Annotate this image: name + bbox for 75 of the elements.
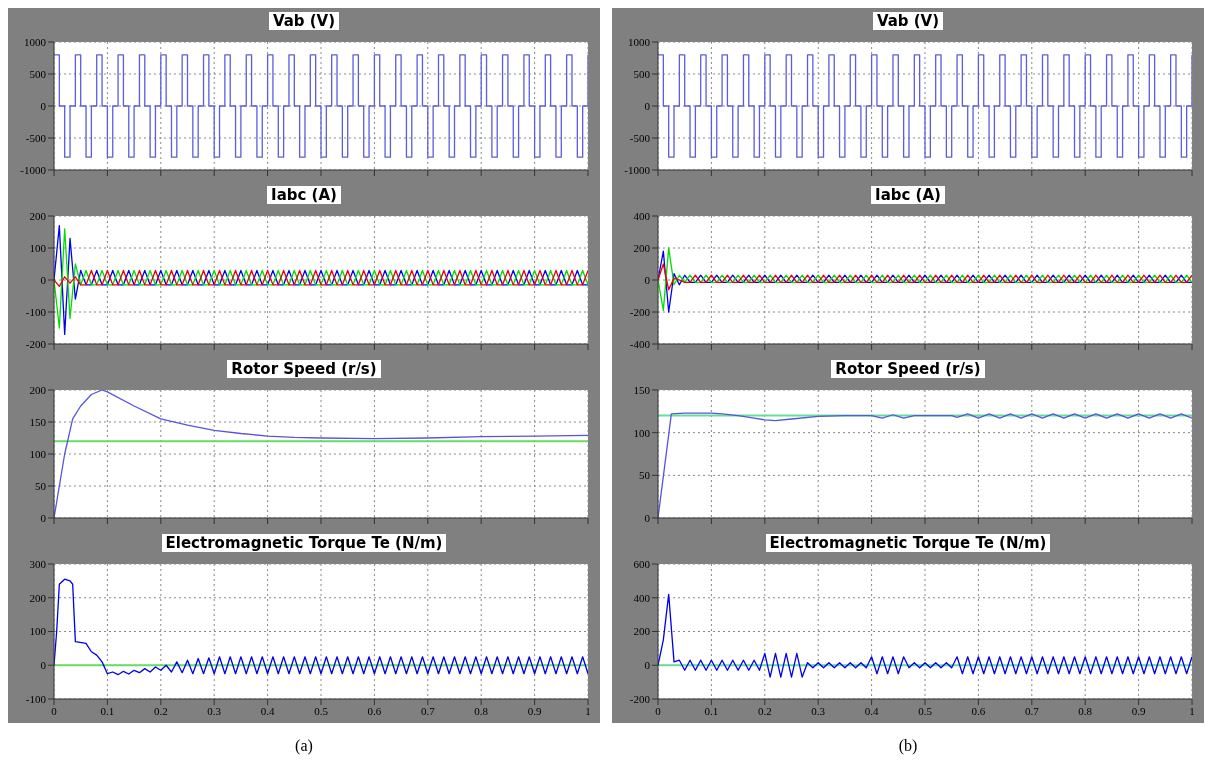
- x-tick-label: 0.9: [1131, 704, 1146, 717]
- text: (a): [8, 723, 600, 763]
- y-tick-label: 300: [29, 557, 47, 570]
- y-tick-label: 500: [29, 67, 47, 80]
- y-tick-label: 150: [633, 383, 651, 396]
- y-tick-label: -100: [25, 692, 47, 705]
- y-tick-label: 100: [633, 426, 651, 439]
- y-tick-label: -100: [25, 305, 47, 318]
- y-tick-label: -200: [25, 337, 47, 350]
- y-tick-label: 200: [29, 591, 47, 604]
- chart-title: Rotor Speed (r/s): [227, 360, 381, 378]
- x-tick-label: 0: [51, 704, 58, 717]
- y-tick-label: 0: [40, 511, 47, 524]
- y-tick-label: 1000: [628, 35, 651, 48]
- y-tick-label: 500: [633, 67, 651, 80]
- x-tick-label: 0.7: [1024, 704, 1040, 717]
- y-tick-label: -1000: [20, 163, 47, 176]
- y-tick-label: 0: [644, 511, 651, 524]
- y-tick-label: 200: [29, 209, 47, 222]
- y-tick-label: 150: [29, 415, 47, 428]
- y-tick-label: 0: [644, 273, 651, 286]
- x-tick-label: 0.5: [918, 704, 933, 717]
- chart-title: Rotor Speed (r/s): [831, 360, 985, 378]
- x-tick-label: 0.6: [971, 704, 986, 717]
- y-tick-label: -200: [629, 692, 651, 705]
- x-tick-label: 0.5: [314, 704, 329, 717]
- x-tick-label: 0.4: [260, 704, 275, 717]
- x-tick-label: 0.1: [100, 704, 115, 717]
- y-tick-label: 1000: [24, 35, 47, 48]
- line-series: [658, 593, 1192, 678]
- y-tick-label: 0: [40, 99, 47, 112]
- y-tick-label: 0: [644, 659, 651, 672]
- x-tick-label: 0.2: [153, 704, 168, 717]
- x-tick-label: 0: [655, 704, 662, 717]
- y-tick-label: 100: [29, 241, 47, 254]
- chart-title: Electromagnetic Torque Te (N/m): [765, 534, 1051, 552]
- chart-title: Vab (V): [872, 12, 944, 30]
- y-tick-label: 200: [633, 625, 651, 638]
- line-series: [658, 263, 1192, 291]
- x-tick-label: 0.3: [811, 704, 826, 717]
- x-tick-label: 0.8: [1078, 704, 1093, 717]
- y-tick-label: 0: [644, 99, 651, 112]
- x-tick-label: 0.4: [864, 704, 879, 717]
- chart-title: Vab (V): [268, 12, 340, 30]
- y-tick-label: -500: [25, 131, 47, 144]
- y-tick-label: 50: [35, 479, 47, 492]
- y-tick-label: 100: [29, 625, 47, 638]
- line-series: [54, 269, 588, 288]
- y-tick-label: 100: [29, 447, 47, 460]
- x-tick-label: 0.1: [704, 704, 719, 717]
- x-tick-label: 0.8: [474, 704, 489, 717]
- y-tick-label: 200: [633, 241, 651, 254]
- y-tick-label: 50: [639, 469, 651, 482]
- x-tick-label: 0.2: [757, 704, 772, 717]
- y-tick-label: -500: [629, 131, 651, 144]
- chart-title: Iabc (A): [871, 186, 945, 204]
- chart-title: Iabc (A): [267, 186, 341, 204]
- y-tick-label: 0: [40, 659, 47, 672]
- y-tick-label: 400: [633, 591, 651, 604]
- x-tick-label: 0.9: [527, 704, 542, 717]
- y-tick-label: 0: [40, 273, 47, 286]
- x-tick-label: 0.3: [207, 704, 222, 717]
- y-tick-label: 200: [29, 383, 47, 396]
- x-tick-label: 1: [1189, 704, 1195, 717]
- chart-title: Electromagnetic Torque Te (N/m): [161, 534, 447, 552]
- x-tick-label: 0.6: [367, 704, 382, 717]
- line-series: [54, 578, 588, 676]
- y-tick-label: 600: [633, 557, 651, 570]
- y-tick-label: -1000: [624, 163, 651, 176]
- x-tick-label: 0.7: [420, 704, 436, 717]
- x-tick-label: 1: [585, 704, 591, 717]
- text: (b): [612, 723, 1204, 763]
- y-tick-label: -200: [629, 305, 651, 318]
- y-tick-label: 400: [633, 209, 651, 222]
- y-tick-label: -400: [629, 337, 651, 350]
